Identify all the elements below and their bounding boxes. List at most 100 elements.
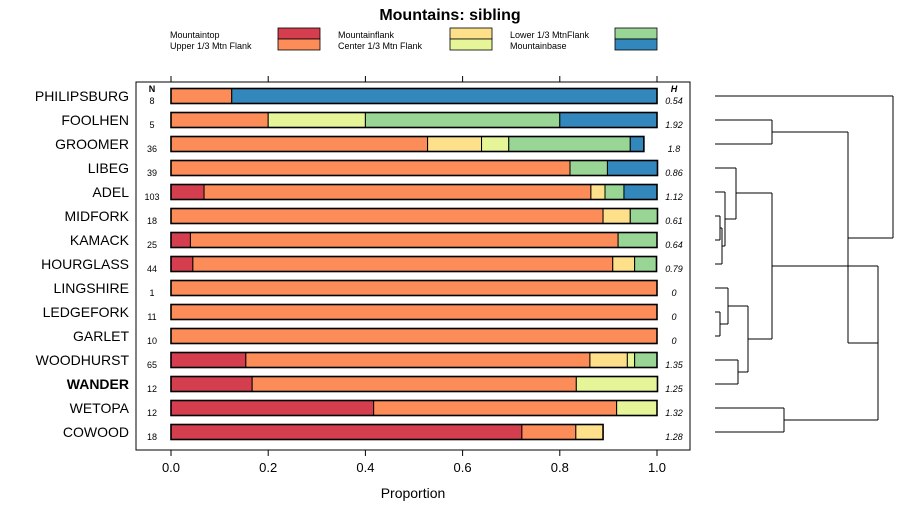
bar-segment xyxy=(267,112,366,128)
bar-segment xyxy=(170,280,658,296)
bar-segment xyxy=(575,376,658,392)
bar-segment xyxy=(364,112,561,128)
bar-segment xyxy=(170,352,247,368)
bar-segment xyxy=(606,160,658,176)
x-tick-label: 0.0 xyxy=(162,460,180,475)
bar-outline xyxy=(170,135,645,153)
n-value: 36 xyxy=(147,144,157,154)
category-label: LIBEG xyxy=(88,160,129,176)
h-value: 0.64 xyxy=(665,240,683,250)
bar-outline xyxy=(170,303,658,321)
legend-swatch xyxy=(614,38,658,51)
bar-segment xyxy=(590,184,606,200)
x-axis-label: Proportion xyxy=(381,485,446,501)
bar-segment xyxy=(569,160,608,176)
category-label: KAMACK xyxy=(70,232,130,248)
bar-segment xyxy=(373,400,618,416)
x-tick-label: 0.4 xyxy=(356,460,374,475)
category-label: HOURGLASS xyxy=(41,256,129,272)
dendrogram-merge-1 xyxy=(715,215,721,241)
bar-outline xyxy=(170,231,658,249)
h-value: 0.61 xyxy=(665,216,683,226)
bar-segment xyxy=(575,424,604,440)
category-label: LEDGEFORK xyxy=(43,304,130,320)
h-value: 0.54 xyxy=(665,96,683,106)
bar-outline xyxy=(170,159,659,177)
bar-segment xyxy=(170,376,253,392)
n-value: 25 xyxy=(147,240,157,250)
legend-label: Center 1/3 Mtn Flank xyxy=(338,41,423,51)
bar-segment xyxy=(170,208,604,224)
dendrogram-merge-10 xyxy=(715,407,785,433)
x-axis: 0.0 0.2 0.4 0.6 0.8 1.0 xyxy=(162,76,666,475)
category-label: GROOMER xyxy=(55,136,129,152)
legend-swatch xyxy=(449,27,493,40)
bar-outline xyxy=(170,111,658,129)
bar-segment xyxy=(626,352,636,368)
h-column-header: H xyxy=(671,84,678,94)
bar-outline xyxy=(170,399,658,417)
legend-label: Mountaintop xyxy=(170,30,220,40)
x-tick-label: 1.0 xyxy=(648,460,666,475)
bar-segment xyxy=(170,400,375,416)
x-tick-label: 0.2 xyxy=(259,460,277,475)
bar-outline xyxy=(170,327,658,345)
legend-swatch xyxy=(277,38,321,51)
h-value: 1.8 xyxy=(668,144,681,154)
h-value: 1.32 xyxy=(665,408,683,418)
dendrogram-merge-9 xyxy=(736,192,773,340)
legend-label: Upper 1/3 Mtn Flank xyxy=(170,41,252,51)
h-value: 0 xyxy=(671,312,676,322)
n-value: 103 xyxy=(144,192,159,202)
x-tick-label: 0.8 xyxy=(551,460,569,475)
dendrogram-merge-12 xyxy=(715,119,773,145)
bar-segment xyxy=(634,256,658,272)
category-label: GARLET xyxy=(73,328,129,344)
h-value: 0 xyxy=(671,336,676,346)
h-value: 1.28 xyxy=(665,432,683,442)
bar-segment xyxy=(192,256,614,272)
h-value: 1.25 xyxy=(665,384,684,394)
n-value: 12 xyxy=(147,384,157,394)
legend-label: Mountainbase xyxy=(510,41,567,51)
bar-segment xyxy=(170,88,233,104)
h-value: 1.92 xyxy=(665,120,683,130)
bar-segment xyxy=(189,232,619,248)
chart-title: Mountains: sibling xyxy=(379,7,520,24)
n-value: 65 xyxy=(147,360,157,370)
n-value: 39 xyxy=(147,168,157,178)
legend-swatch xyxy=(614,27,658,40)
bar-segment xyxy=(427,136,483,152)
bar-segment xyxy=(170,184,205,200)
n-value: 11 xyxy=(147,312,156,322)
bar-segment xyxy=(170,232,191,248)
h-value: 1.35 xyxy=(665,360,684,370)
bar-segment xyxy=(629,208,658,224)
bar-segment xyxy=(616,400,658,416)
legend-label: Mountainflank xyxy=(338,30,395,40)
h-value: 0.79 xyxy=(665,264,683,274)
category-label: COWOOD xyxy=(63,424,129,440)
bar-segment xyxy=(245,352,591,368)
bar-segment xyxy=(612,256,636,272)
n-value: 12 xyxy=(147,408,157,418)
n-column-header: N xyxy=(149,84,156,94)
bar-segment xyxy=(617,232,658,248)
dendrogram-merge-7 xyxy=(715,359,739,385)
legend-swatch xyxy=(277,27,321,40)
bar-group: PHILIPSBURG 8 0.54 FOOLHEN 5 1.92 GROOMER 36 1.8… xyxy=(35,87,684,442)
bar-segment xyxy=(170,424,523,440)
bar-segment xyxy=(623,184,658,200)
dendrogram-merge-5 xyxy=(715,311,721,337)
h-value: 0 xyxy=(671,288,676,298)
n-value: 18 xyxy=(147,432,157,442)
category-label: FOOLHEN xyxy=(61,112,129,128)
bar-outline xyxy=(170,87,658,105)
category-label: LINGSHIRE xyxy=(54,280,129,296)
bar-segment xyxy=(589,352,628,368)
n-value: 10 xyxy=(147,336,157,346)
n-value: 44 xyxy=(147,264,157,274)
bar-outline xyxy=(170,255,658,273)
